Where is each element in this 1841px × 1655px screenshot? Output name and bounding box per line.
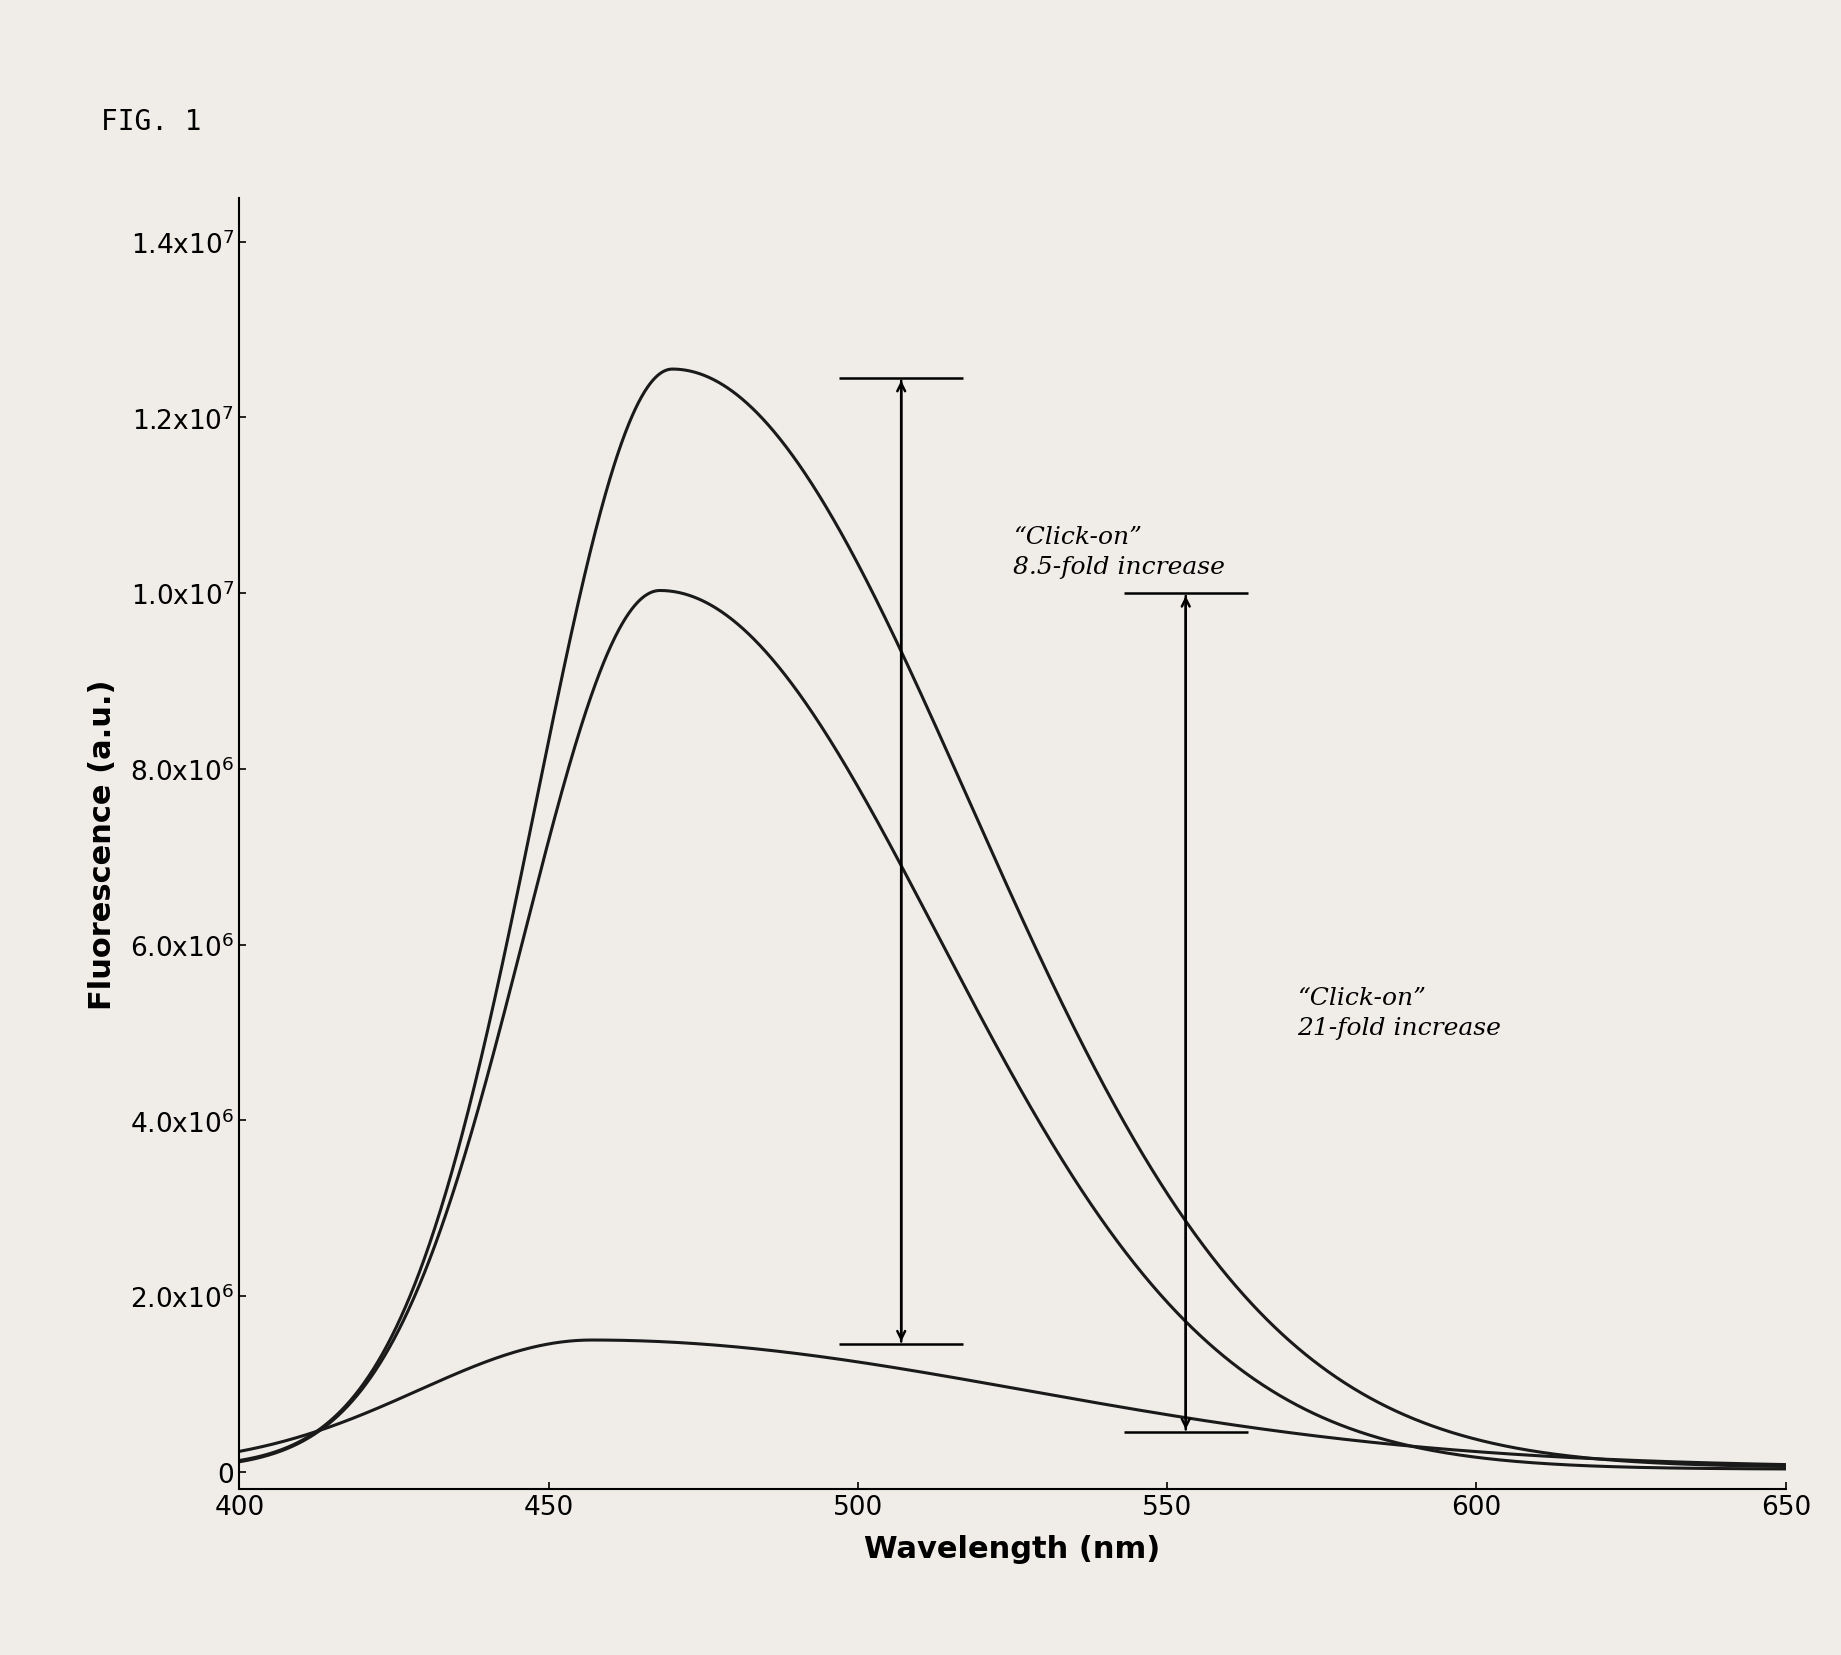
Y-axis label: Fluorescence (a.u.): Fluorescence (a.u.) (88, 679, 116, 1010)
Text: FIG. 1: FIG. 1 (101, 108, 203, 136)
Text: “Click-on”
8.5-fold increase: “Click-on” 8.5-fold increase (1013, 526, 1224, 579)
Text: “Click-on”
21-fold increase: “Click-on” 21-fold increase (1298, 986, 1500, 1039)
X-axis label: Wavelength (nm): Wavelength (nm) (865, 1534, 1160, 1564)
